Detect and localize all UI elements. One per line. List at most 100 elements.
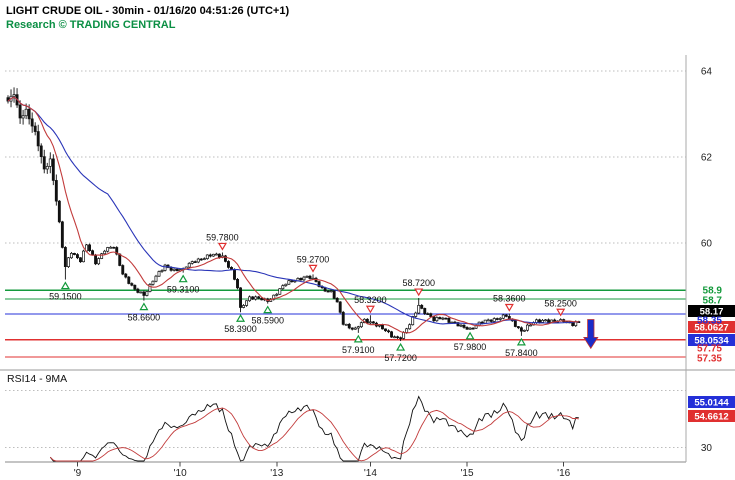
candle-body (302, 276, 306, 281)
level-label: 57.35 (697, 354, 722, 365)
candle-body (483, 319, 487, 324)
candle-body (498, 317, 502, 320)
candle-body (251, 296, 255, 300)
price-badge-black (688, 305, 735, 317)
price-badge-value: 58.0627 (694, 323, 728, 334)
candle-body (571, 322, 575, 326)
swing-low-marker (60, 281, 70, 290)
candle-body (341, 311, 345, 325)
swing-price-label: 57.9100 (342, 345, 375, 355)
candle-body (115, 247, 119, 255)
candle-body (239, 287, 242, 308)
day-tick-label: '10 (174, 468, 187, 479)
candle-body (541, 319, 544, 323)
day-tick-label: '9 (74, 468, 82, 479)
candle-body (347, 323, 351, 329)
swing-price-label: 58.3200 (354, 295, 387, 305)
candle-body (381, 324, 384, 330)
candle-body (317, 281, 321, 287)
candle-body (30, 118, 34, 127)
candle-body (88, 244, 91, 252)
candle-body (480, 321, 484, 324)
candle-body (63, 247, 67, 268)
candle-body (525, 324, 529, 331)
candle-body (127, 276, 131, 284)
candle-body (227, 261, 230, 268)
swing-price-label: 59.2700 (297, 254, 330, 264)
swing-high-marker (308, 264, 318, 273)
candle-body (529, 324, 532, 327)
candle-body (284, 283, 288, 286)
candle-body (281, 285, 285, 290)
candle-body (45, 166, 49, 170)
candle-body (402, 332, 406, 339)
swing-price-label: 59.3100 (167, 285, 200, 295)
swing-price-label: 57.9800 (454, 342, 487, 352)
candle-body (278, 288, 282, 295)
candle-body (519, 327, 523, 332)
candle-body (18, 104, 22, 119)
candle-body (399, 337, 403, 339)
rsi-ma-line (49, 407, 579, 462)
candle-body (39, 145, 43, 157)
candle-body (257, 296, 261, 299)
candle-body (426, 313, 430, 315)
candle-body (202, 258, 206, 260)
price-badge-value: 58.17 (700, 307, 724, 318)
candle-body (414, 312, 418, 317)
candle-body (471, 327, 475, 330)
candle-body (124, 273, 128, 278)
candle-body (145, 291, 149, 296)
swing-high-marker (365, 305, 375, 314)
candle-body (432, 316, 436, 322)
candle-body (242, 305, 246, 308)
candle-body (91, 250, 95, 256)
candle-body (82, 250, 85, 263)
day-tick-label: '13 (270, 468, 283, 479)
candle-body (254, 296, 258, 300)
swing-low-marker (139, 302, 149, 311)
swing-low-marker (178, 274, 188, 283)
candle-body (338, 301, 342, 313)
level-label: 58.7 (703, 296, 723, 307)
candle-body (21, 115, 25, 119)
rsi-line (49, 395, 579, 462)
candle-body (69, 252, 73, 259)
candle-body (112, 246, 116, 249)
candle-body (371, 321, 375, 324)
candle-body (350, 327, 354, 330)
swing-price-label: 58.6600 (128, 313, 161, 323)
swing-price-label: 59.1500 (49, 292, 82, 302)
candle-body (504, 314, 508, 317)
candle-body (160, 270, 164, 272)
candle-body (211, 253, 215, 257)
swing-price-label: 58.5900 (251, 316, 284, 326)
candle-body (522, 329, 526, 332)
swing-low-marker (396, 342, 406, 351)
candle-body (130, 283, 134, 286)
swing-low-marker (516, 337, 526, 346)
candle-body (163, 264, 167, 271)
candle-body (396, 336, 400, 339)
swing-price-label: 57.7200 (384, 353, 417, 363)
swing-high-marker (414, 288, 424, 297)
candle-body (411, 316, 415, 326)
candle-body (287, 280, 291, 285)
chart-title: LIGHT CRUDE OIL - 30min - 01/16/20 04:51… (6, 5, 290, 17)
candle-body (305, 275, 309, 278)
candle-body (495, 318, 499, 320)
candle-body (109, 246, 113, 249)
chart-provider: Research © TRADING CENTRAL (6, 19, 176, 31)
swing-price-label: 58.2500 (544, 298, 577, 308)
candle-body (486, 319, 490, 322)
candle-body (214, 253, 218, 256)
candle-body (248, 296, 252, 302)
candle-body (66, 257, 70, 267)
candle-body (187, 262, 191, 268)
candle-body (42, 156, 46, 170)
candle-body (299, 278, 303, 281)
candle-body (356, 326, 360, 329)
candle-body (6, 97, 10, 102)
rsi-panel-label: RSI14 - 9MA (7, 373, 68, 385)
